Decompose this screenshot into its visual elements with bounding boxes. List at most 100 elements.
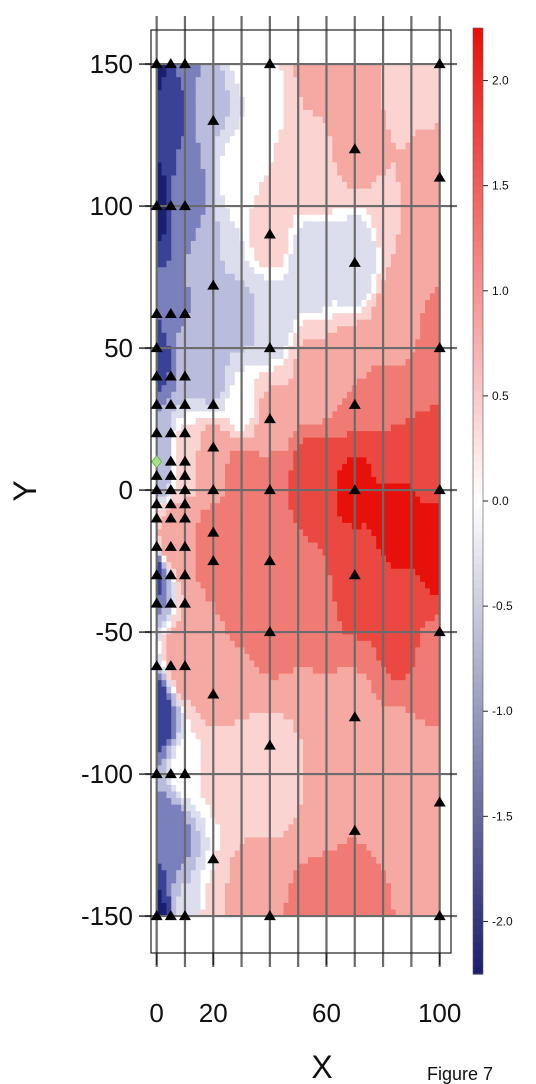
heat-cell bbox=[229, 385, 236, 393]
heat-cell bbox=[181, 109, 187, 118]
heat-cell bbox=[220, 214, 226, 222]
heat-cell bbox=[288, 706, 294, 714]
heat-cell bbox=[337, 811, 343, 819]
heat-cell bbox=[293, 136, 299, 144]
heat-cell bbox=[264, 758, 270, 766]
heat-cell bbox=[234, 483, 241, 491]
heat-cell bbox=[259, 496, 265, 504]
heat-cell bbox=[205, 640, 211, 648]
heat-cell bbox=[337, 896, 343, 904]
heat-cell bbox=[244, 549, 250, 557]
heat-cell bbox=[264, 614, 270, 622]
heat-cell bbox=[156, 909, 163, 917]
heat-cell bbox=[327, 398, 333, 406]
heat-cell bbox=[229, 568, 236, 576]
heat-cell bbox=[342, 319, 348, 327]
heat-cell bbox=[171, 588, 177, 596]
heat-cell bbox=[259, 280, 265, 288]
heat-cell bbox=[278, 431, 285, 439]
heat-cell bbox=[327, 260, 333, 268]
heat-cell bbox=[288, 168, 294, 177]
heat-cell bbox=[156, 463, 163, 472]
heat-cell bbox=[215, 811, 221, 819]
heat-cell bbox=[283, 568, 290, 576]
heat-cell bbox=[278, 123, 285, 131]
heat-cell bbox=[200, 785, 207, 793]
heat-cell bbox=[185, 155, 192, 163]
heat-cell bbox=[224, 902, 231, 911]
heat-cell bbox=[322, 188, 329, 196]
heat-cell bbox=[273, 450, 280, 458]
heat-cell bbox=[293, 594, 299, 603]
heat-cell bbox=[181, 195, 187, 203]
heat-cell bbox=[190, 549, 197, 557]
heat-cell bbox=[337, 535, 343, 544]
heat-cell bbox=[166, 306, 172, 314]
heat-cell bbox=[283, 162, 290, 170]
heat-cell bbox=[283, 647, 290, 655]
heat-cell bbox=[195, 417, 202, 426]
heat-cell bbox=[303, 306, 309, 314]
heat-cell bbox=[195, 175, 202, 183]
heat-cell bbox=[278, 771, 285, 780]
heat-cell bbox=[224, 182, 231, 190]
heat-cell bbox=[249, 889, 255, 898]
heat-cell bbox=[190, 811, 197, 819]
heat-cell bbox=[259, 227, 265, 236]
heat-cell bbox=[273, 352, 280, 360]
heat-cell bbox=[181, 476, 187, 485]
heat-cell bbox=[312, 286, 319, 295]
heat-cell bbox=[229, 614, 236, 622]
heat-cell bbox=[303, 673, 309, 681]
heat-cell bbox=[205, 352, 211, 360]
heat-cell bbox=[278, 640, 285, 648]
heat-cell bbox=[254, 319, 260, 327]
heat-cell bbox=[293, 411, 299, 419]
heat-cell bbox=[332, 837, 338, 845]
heat-cell bbox=[229, 339, 236, 347]
heat-cell bbox=[161, 608, 168, 616]
heat-cell bbox=[298, 378, 304, 386]
heat-cell bbox=[322, 824, 329, 832]
heat-cell bbox=[220, 319, 226, 327]
heat-cell bbox=[254, 227, 260, 236]
heat-cell bbox=[244, 778, 250, 786]
heat-cell bbox=[185, 811, 192, 819]
heat-cell bbox=[229, 83, 236, 91]
heat-cell bbox=[181, 162, 187, 170]
heat-cell bbox=[205, 503, 211, 511]
heat-cell bbox=[307, 785, 314, 793]
heat-cell bbox=[249, 870, 255, 878]
heat-cell bbox=[332, 857, 338, 865]
heat-cell bbox=[307, 752, 314, 760]
heat-cell bbox=[205, 378, 211, 386]
heat-cell bbox=[185, 391, 192, 399]
heat-cell bbox=[264, 162, 270, 170]
heat-cell bbox=[195, 634, 202, 642]
heat-cell bbox=[220, 90, 226, 98]
heat-cell bbox=[229, 352, 236, 360]
heat-cell bbox=[205, 660, 211, 668]
heat-cell bbox=[156, 149, 163, 157]
heat-cell bbox=[278, 241, 285, 249]
heat-cell bbox=[200, 647, 207, 655]
heat-cell bbox=[288, 830, 294, 839]
heat-cell bbox=[293, 96, 299, 104]
heat-cell bbox=[171, 339, 177, 347]
heat-cell bbox=[156, 555, 163, 563]
heat-cell bbox=[293, 234, 299, 242]
heat-cell bbox=[181, 902, 187, 911]
heat-cell bbox=[176, 463, 182, 472]
heat-cell bbox=[293, 824, 299, 832]
heat-cell bbox=[185, 247, 192, 255]
heat-cell bbox=[244, 876, 250, 884]
heat-cell bbox=[327, 824, 333, 832]
heat-cell bbox=[244, 902, 250, 911]
heat-cell bbox=[200, 555, 207, 563]
heat-cell bbox=[205, 359, 211, 367]
heat-cell bbox=[312, 509, 319, 517]
heat-cell bbox=[156, 765, 163, 773]
heat-cell bbox=[312, 726, 319, 734]
heat-cell bbox=[181, 116, 187, 124]
heat-cell bbox=[229, 313, 236, 321]
